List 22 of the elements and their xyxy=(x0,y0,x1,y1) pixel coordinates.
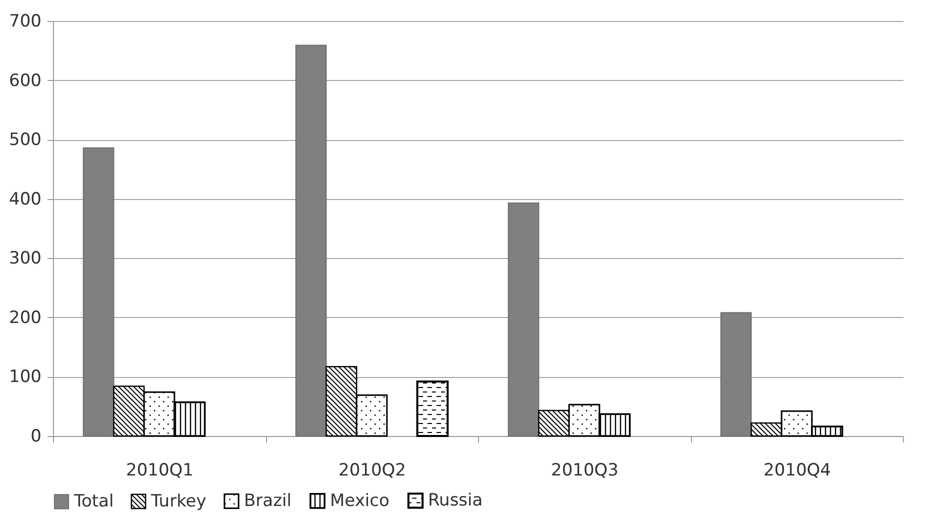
x-tick-label: 2010Q1 xyxy=(126,460,194,480)
bar xyxy=(720,312,752,436)
x-tick-label: 2010Q4 xyxy=(764,460,831,480)
y-tick-label: 700 xyxy=(9,12,42,32)
legend-label: Turkey xyxy=(150,491,206,512)
bar xyxy=(508,202,540,436)
x-tick-label: 2010Q3 xyxy=(551,460,618,480)
y-tick-label: 0 xyxy=(30,426,42,446)
legend-label: Russia xyxy=(428,490,483,511)
legend-label: Total xyxy=(73,492,114,512)
bar xyxy=(82,147,114,436)
y-tick-label: 200 xyxy=(9,308,42,328)
bar xyxy=(295,44,327,436)
x-tick-label: 2010Q2 xyxy=(338,460,406,480)
y-tick-label: 100 xyxy=(9,367,42,388)
y-tick-label: 300 xyxy=(9,248,42,269)
legend-label: Brazil xyxy=(244,491,292,512)
y-tick-label: 500 xyxy=(9,130,42,150)
bar xyxy=(416,380,449,437)
y-tick-label: 600 xyxy=(9,70,42,91)
y-tick-label: 400 xyxy=(9,189,42,210)
legend-label: Mexico xyxy=(330,490,390,511)
